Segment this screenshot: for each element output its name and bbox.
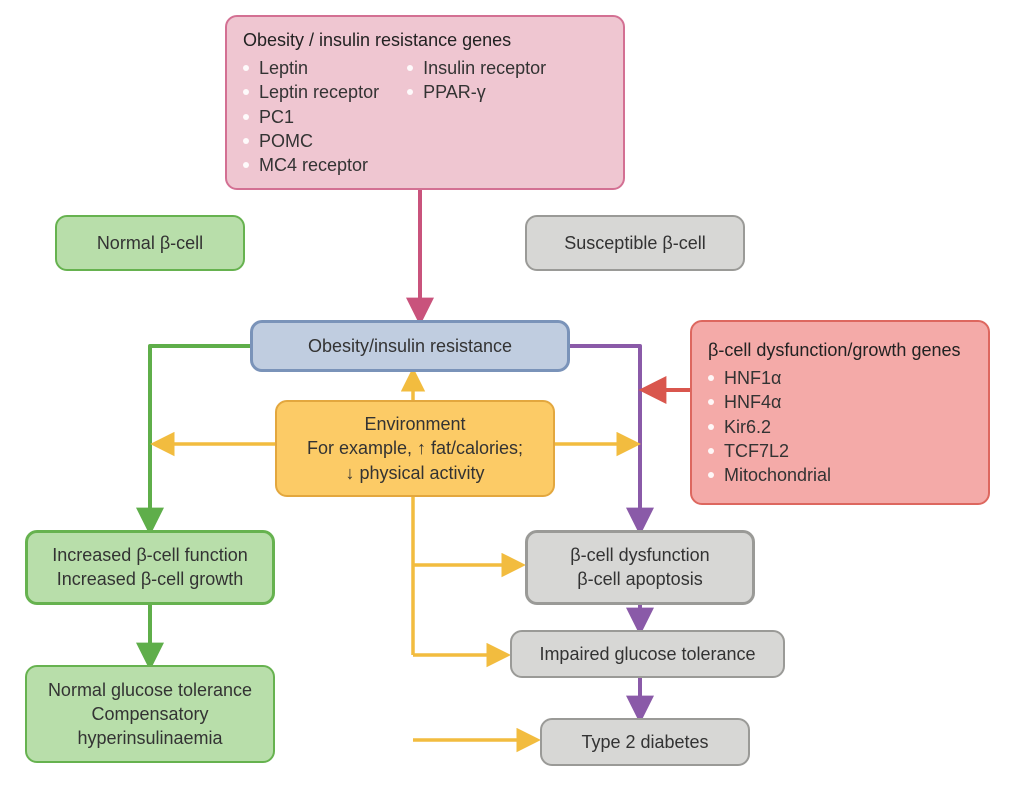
list-item: Leptin receptor — [243, 80, 379, 104]
impaired-glucose-box: Impaired glucose tolerance — [510, 630, 785, 678]
bcell-dys-line2: β-cell apoptosis — [544, 567, 736, 591]
list-item: Mitochondrial — [708, 463, 972, 487]
bcell-genes-title: β-cell dysfunction/growth genes — [708, 338, 972, 362]
increased-bcell-line2: Increased β-cell growth — [44, 567, 256, 591]
obesity-ir-label: Obesity/insulin resistance — [269, 334, 551, 358]
bcell-genes-list: HNF1αHNF4αKir6.2TCF7L2 Mitochondrial — [708, 366, 972, 487]
list-item: Insulin receptor — [407, 56, 546, 80]
increased-bcell-box: Increased β-cell function Increased β-ce… — [25, 530, 275, 605]
obesity-genes-title: Obesity / insulin resistance genes — [243, 28, 607, 52]
normal-glucose-line1: Normal glucose tolerance — [43, 678, 257, 702]
environment-box: Environment For example, ↑ fat/calories;… — [275, 400, 555, 497]
normal-glucose-line3: hyperinsulinaemia — [43, 726, 257, 750]
environment-line3: ↓ physical activity — [293, 461, 537, 485]
bcell-dysfunction-box: β-cell dysfunction β-cell apoptosis — [525, 530, 755, 605]
increased-bcell-line1: Increased β-cell function — [44, 543, 256, 567]
normal-bcell-label: Normal β-cell — [73, 231, 227, 255]
arrow-ir-right-down — [570, 346, 640, 530]
bcell-dys-line1: β-cell dysfunction — [544, 543, 736, 567]
list-item: POMC — [243, 129, 379, 153]
list-item: PPAR-γ — [407, 80, 546, 104]
type2-diabetes-box: Type 2 diabetes — [540, 718, 750, 766]
environment-line2: For example, ↑ fat/calories; — [293, 436, 537, 460]
obesity-genes-box: Obesity / insulin resistance genes Lepti… — [225, 15, 625, 190]
arrow-ir-left-down — [150, 346, 250, 530]
normal-bcell-box: Normal β-cell — [55, 215, 245, 271]
normal-glucose-box: Normal glucose tolerance Compensatory hy… — [25, 665, 275, 763]
list-item: Kir6.2 — [708, 415, 972, 439]
normal-glucose-line2: Compensatory — [43, 702, 257, 726]
bcell-genes-box: β-cell dysfunction/growth genes HNF1αHNF… — [690, 320, 990, 505]
list-item: Leptin — [243, 56, 379, 80]
list-item: TCF7L2 — [708, 439, 972, 463]
obesity-ir-box: Obesity/insulin resistance — [250, 320, 570, 372]
type2-label: Type 2 diabetes — [558, 730, 732, 754]
list-item: MC4 receptor — [243, 153, 379, 177]
obesity-genes-list-left: LeptinLeptin receptorPC1POMCMC4 receptor — [243, 56, 379, 177]
impaired-glucose-label: Impaired glucose tolerance — [528, 642, 767, 666]
environment-line1: Environment — [293, 412, 537, 436]
list-item: HNF4α — [708, 390, 972, 414]
susceptible-bcell-label: Susceptible β-cell — [543, 231, 727, 255]
list-item: PC1 — [243, 105, 379, 129]
susceptible-bcell-box: Susceptible β-cell — [525, 215, 745, 271]
obesity-genes-list-right: Insulin receptorPPAR-γ — [407, 56, 546, 177]
list-item: HNF1α — [708, 366, 972, 390]
